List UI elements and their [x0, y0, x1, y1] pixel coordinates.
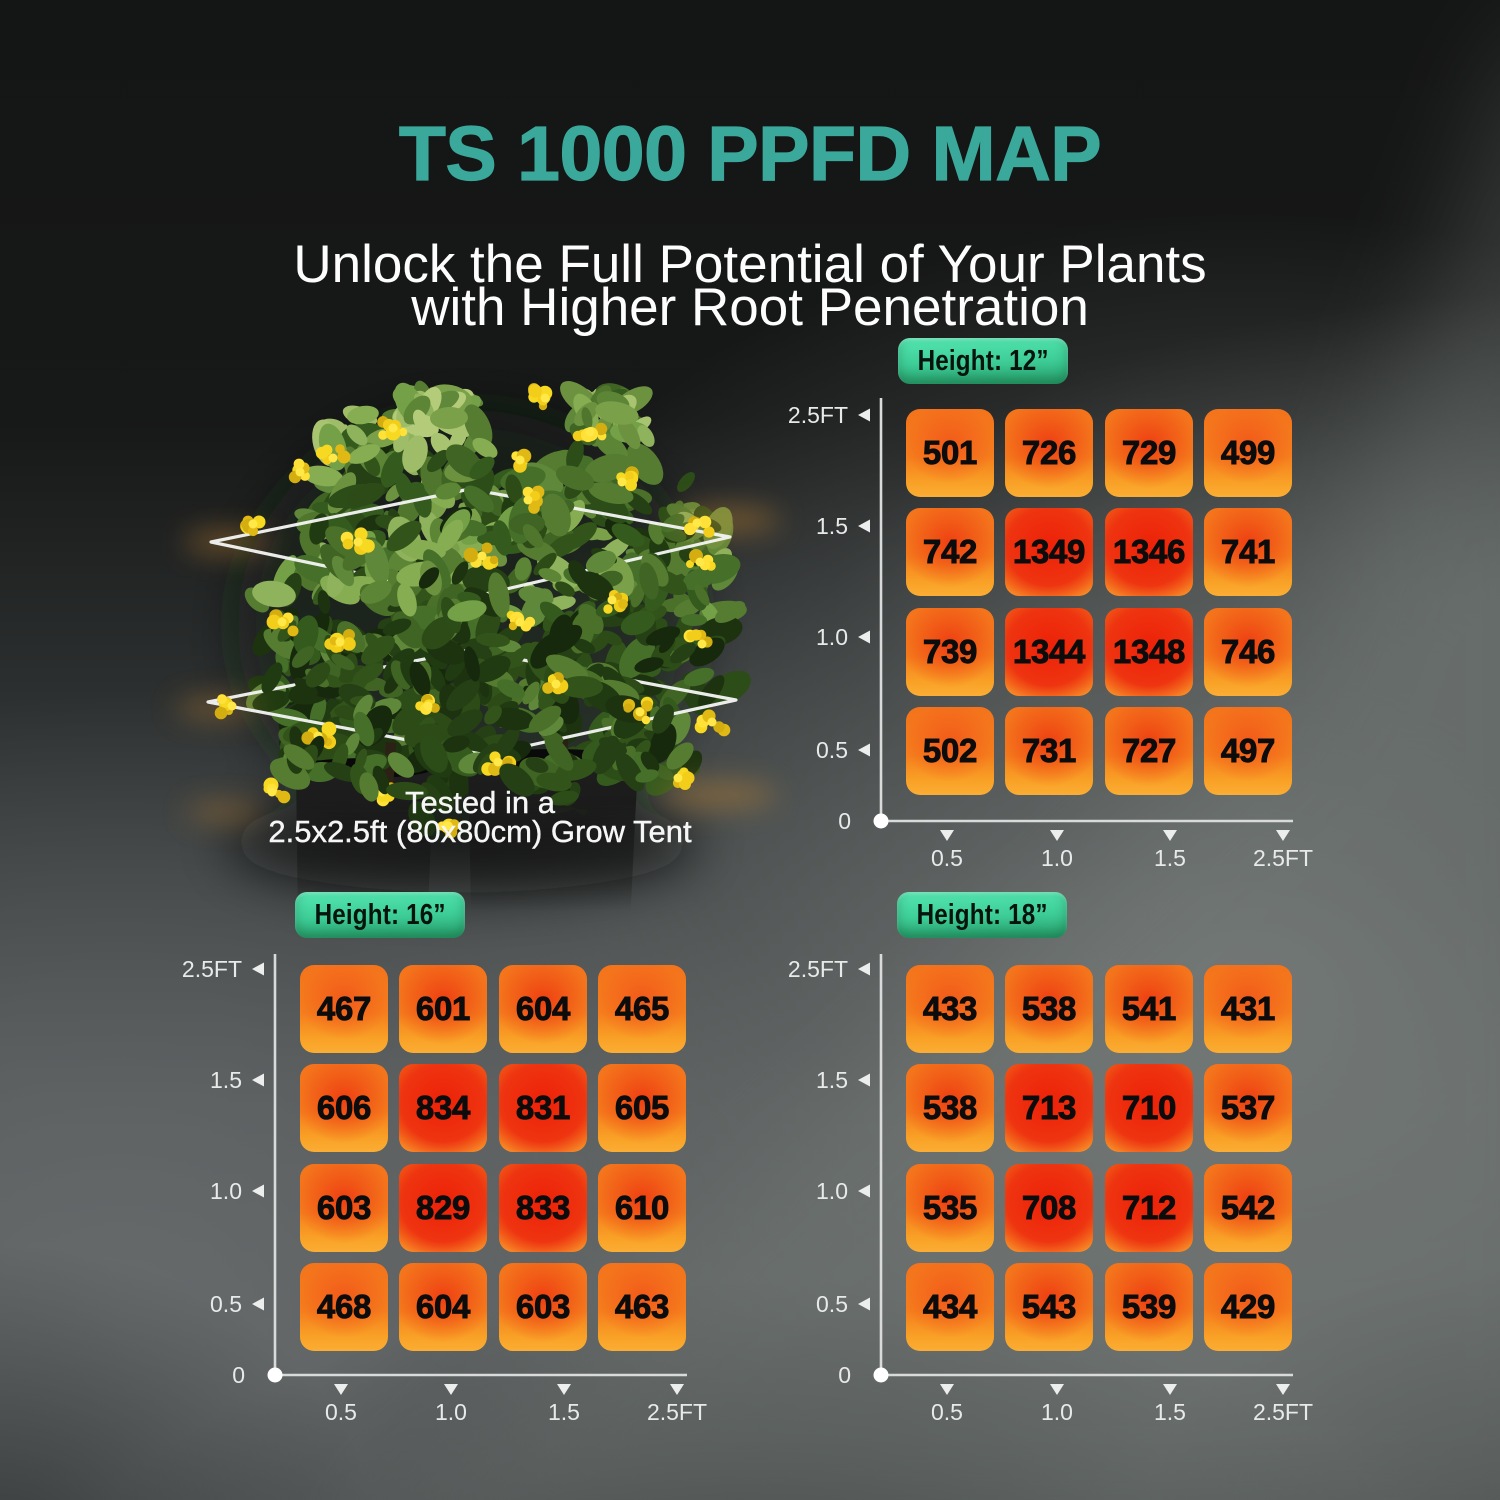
svg-text:1.0: 1.0	[210, 1178, 242, 1204]
svg-text:1.5: 1.5	[210, 1067, 242, 1093]
svg-text:0.5: 0.5	[931, 1399, 963, 1425]
svg-text:1.0: 1.0	[1041, 1399, 1073, 1425]
svg-text:0: 0	[232, 1362, 245, 1388]
svg-text:0.5: 0.5	[210, 1291, 242, 1317]
svg-text:0: 0	[838, 1362, 851, 1388]
svg-text:1.5: 1.5	[816, 1067, 848, 1093]
svg-text:2.5FT: 2.5FT	[788, 956, 848, 982]
svg-text:0.5: 0.5	[325, 1399, 357, 1425]
svg-text:0.5: 0.5	[816, 1291, 848, 1317]
svg-text:2.5FT: 2.5FT	[788, 402, 848, 428]
svg-text:1.0: 1.0	[1041, 845, 1073, 871]
svg-text:1.0: 1.0	[435, 1399, 467, 1425]
svg-text:0: 0	[838, 808, 851, 834]
svg-text:0.5: 0.5	[816, 737, 848, 763]
svg-text:1.5: 1.5	[548, 1399, 580, 1425]
svg-text:2.5FT: 2.5FT	[1253, 845, 1313, 871]
svg-text:2.5FT: 2.5FT	[647, 1399, 707, 1425]
svg-text:1.5: 1.5	[816, 513, 848, 539]
svg-text:0.5: 0.5	[931, 845, 963, 871]
svg-text:2.5FT: 2.5FT	[182, 956, 242, 982]
svg-text:1.5: 1.5	[1154, 1399, 1186, 1425]
svg-text:2.5FT: 2.5FT	[1253, 1399, 1313, 1425]
svg-text:1.5: 1.5	[1154, 845, 1186, 871]
svg-text:1.0: 1.0	[816, 1178, 848, 1204]
svg-text:1.0: 1.0	[816, 624, 848, 650]
